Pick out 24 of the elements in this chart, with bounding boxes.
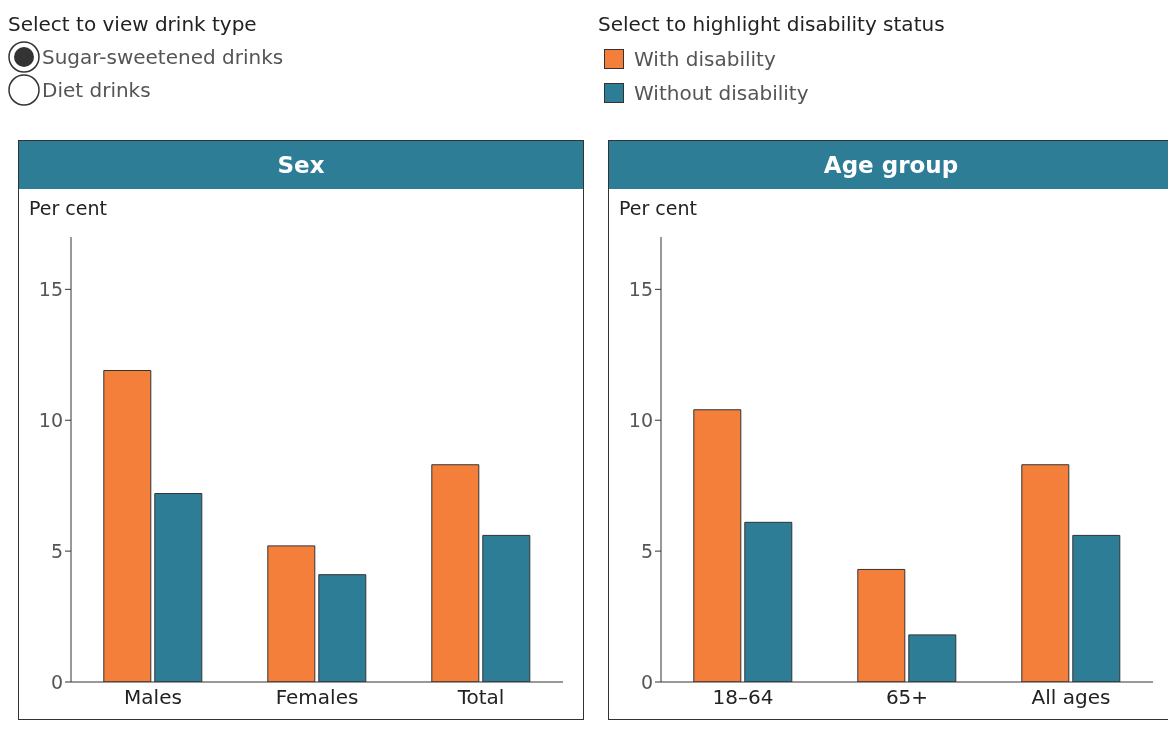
x-tick-label: Total (456, 685, 505, 710)
legend-label: With disability (633, 46, 777, 73)
y-tick-label: 10 (628, 408, 653, 431)
text: Sugar-sweetened drinks (41, 43, 285, 71)
x-tick-label: 65+ (885, 685, 929, 710)
legend-label: Without disability (633, 80, 810, 107)
y-tick-label: 5 (50, 539, 63, 562)
x-tick-label: Males (124, 685, 182, 710)
y-axis-title: Per cent (28, 196, 108, 221)
y-tick-label: 15 (628, 278, 653, 301)
chart-title: Age group (822, 151, 960, 180)
y-tick-label: 10 (38, 408, 63, 431)
text: Select to view drink type (8, 12, 258, 36)
x-tick-label: Females (275, 685, 359, 710)
legend-title: Select to highlight disability status (598, 12, 945, 36)
x-tick-label: 18–64 (712, 685, 774, 710)
y-axis-title: Per cent (618, 196, 698, 221)
chart-title: Sex (19, 141, 583, 189)
text: Diet drinks (41, 76, 152, 104)
x-tick-label: All ages (1031, 685, 1111, 710)
y-tick-label: 5 (640, 539, 653, 562)
y-tick-label: 0 (50, 670, 63, 693)
y-tick-label: 15 (38, 278, 63, 301)
y-tick-label: 0 (640, 670, 653, 693)
